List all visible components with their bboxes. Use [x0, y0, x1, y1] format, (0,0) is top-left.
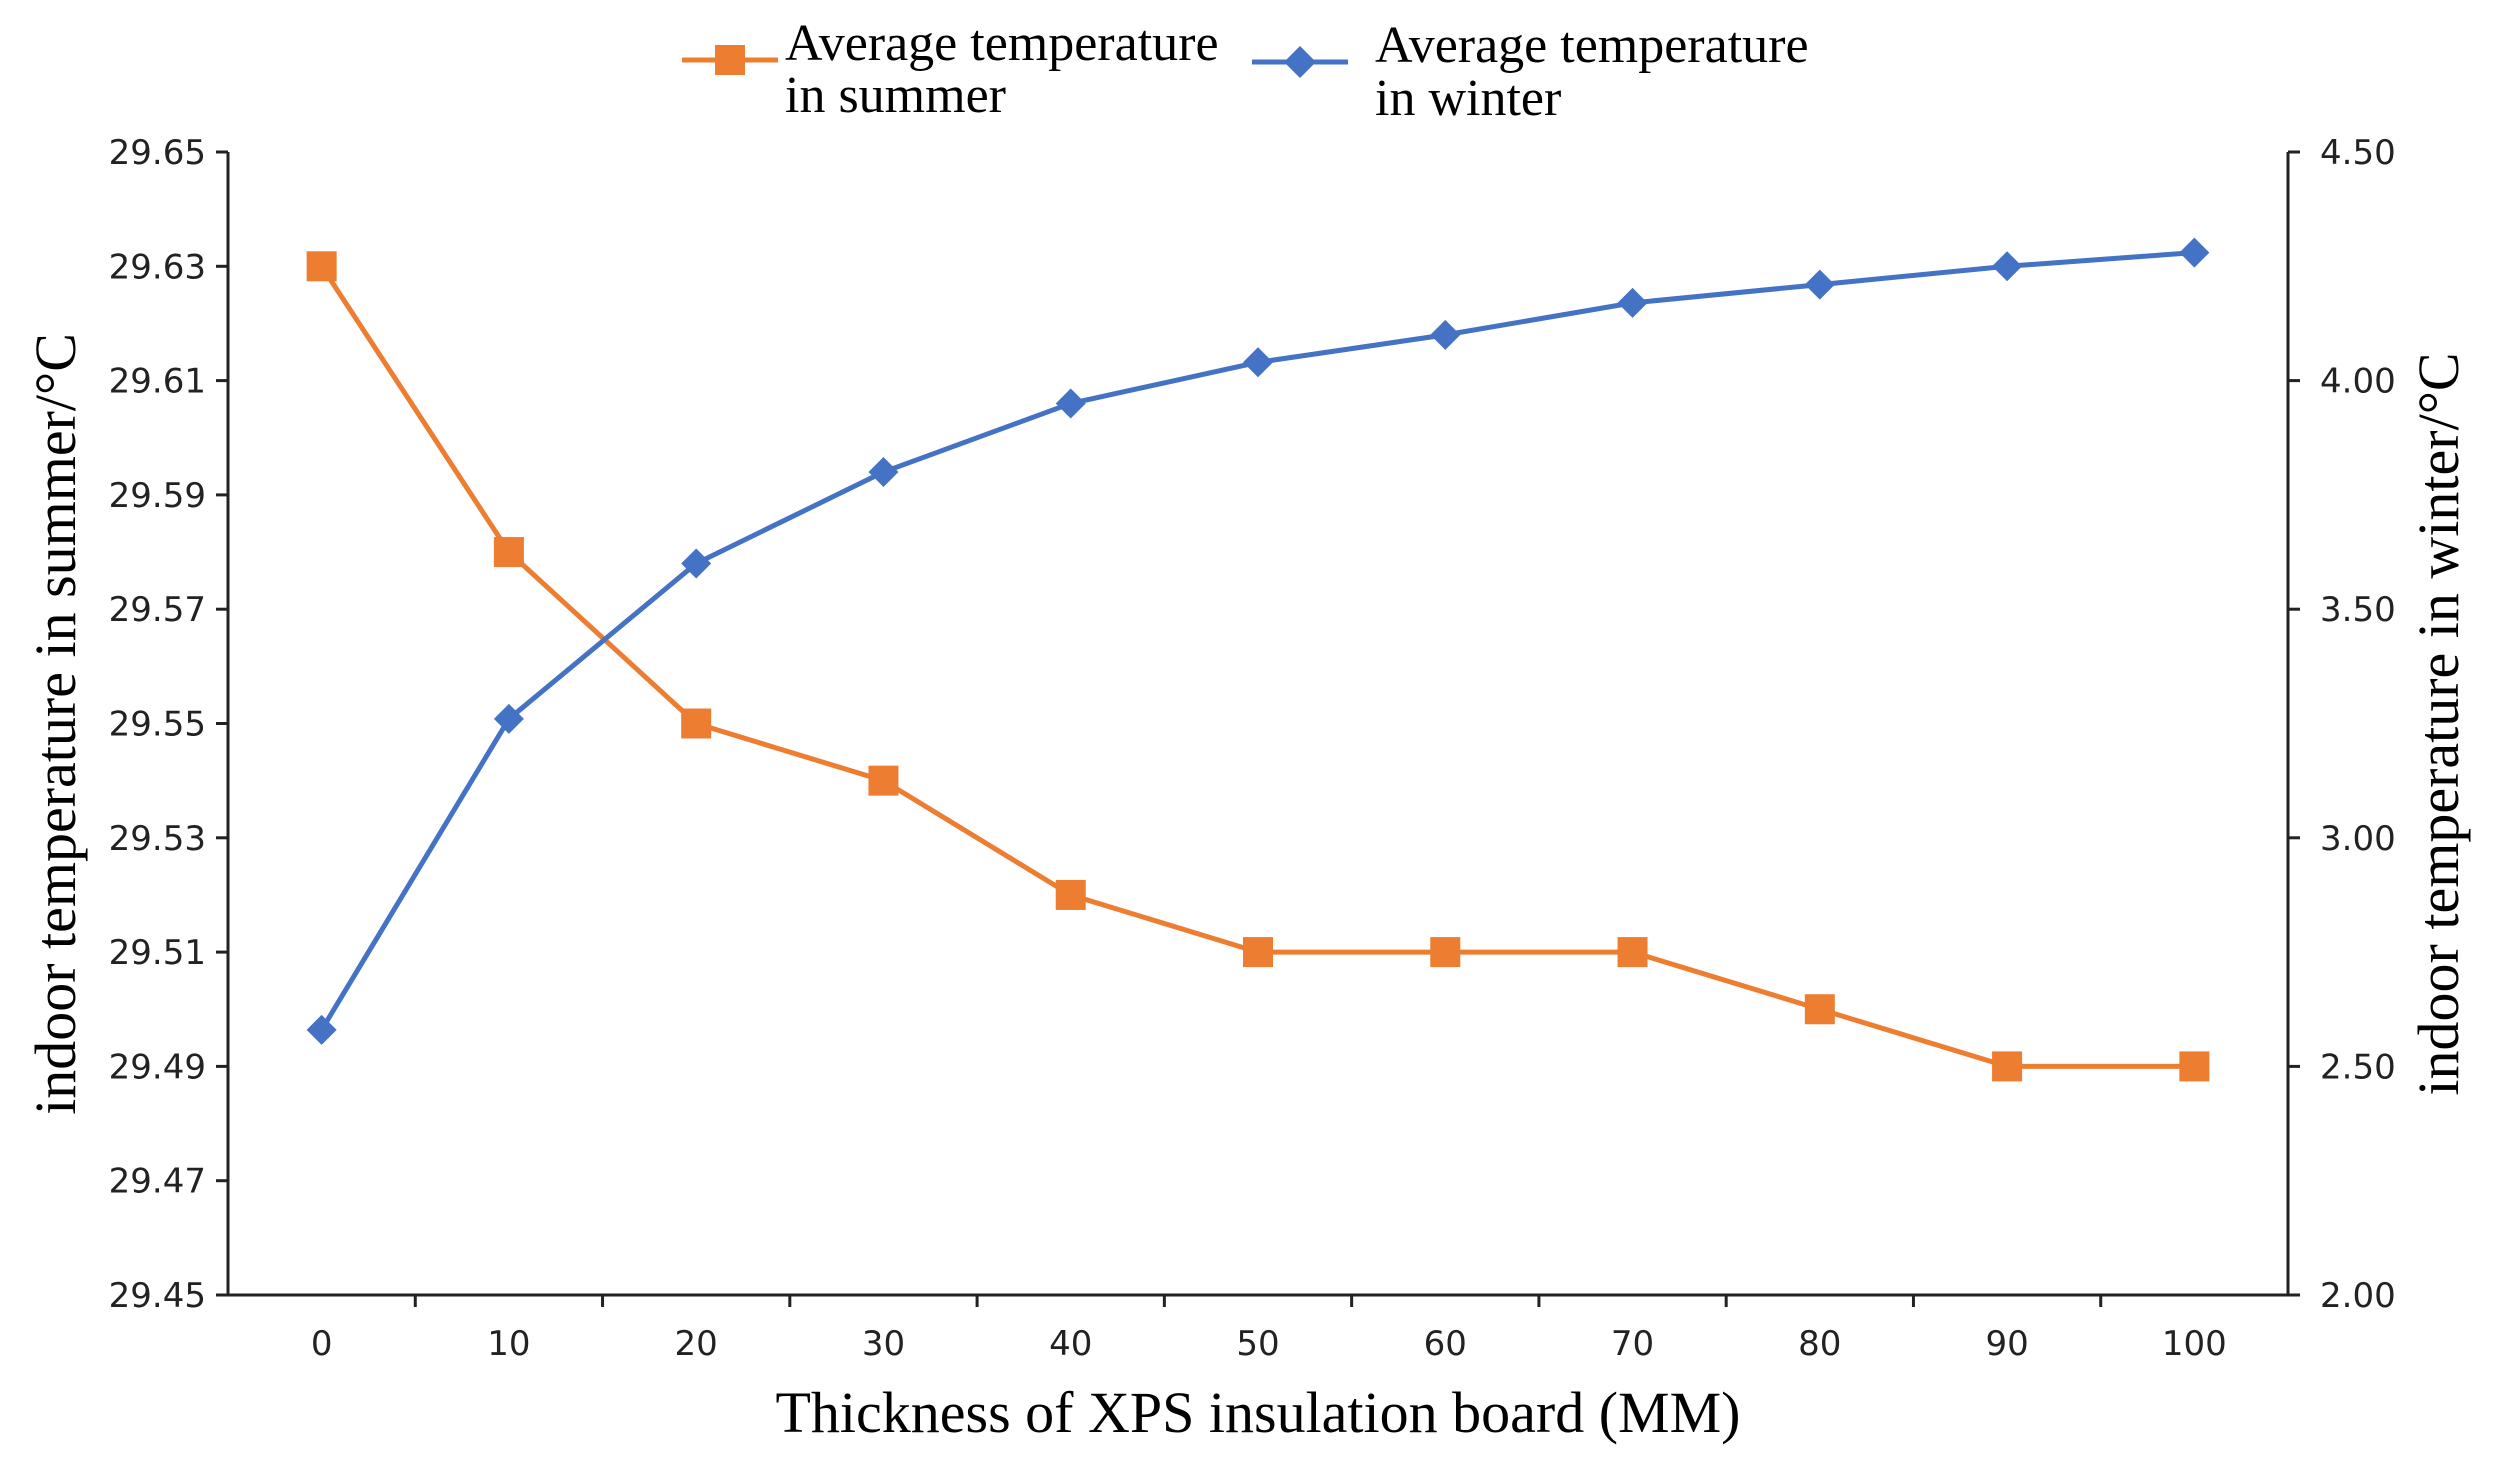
x-tick-label: 90 [1985, 1324, 2028, 1364]
data-point-summer [868, 765, 899, 796]
data-point-winter [868, 457, 899, 488]
left-axis-title: indoor temperature in summer/°C [23, 333, 88, 1115]
left-tick-label: 29.51 [109, 933, 206, 973]
legend-summer-label-line1: Average temperature [785, 15, 1219, 72]
right-axis-ticks: 2.00 2.50 3.00 3.50 4.00 4.50 [2288, 133, 2396, 1316]
left-tick-label: 29.57 [109, 590, 206, 630]
x-tick-label: 40 [1049, 1324, 1092, 1364]
x-axis-title: Thickness of XPS insulation board (MM) [776, 1380, 1741, 1445]
data-point-summer [1804, 994, 1835, 1025]
data-point-winter [1055, 388, 1086, 419]
x-tick-label: 20 [675, 1324, 718, 1364]
data-point-winter [2179, 237, 2210, 268]
left-tick-label: 29.63 [109, 247, 206, 287]
legend-winter-label-line2: in winter [1375, 70, 1561, 127]
data-point-summer [681, 708, 712, 739]
x-tick-label: 50 [1236, 1324, 1279, 1364]
right-tick-label: 3.00 [2320, 819, 2396, 859]
right-tick-label: 2.50 [2320, 1047, 2396, 1087]
legend-summer-marker [715, 45, 745, 75]
data-point-winter [493, 703, 524, 734]
data-point-summer [1617, 937, 1648, 968]
x-tick-label: 30 [862, 1324, 905, 1364]
left-tick-label: 29.47 [109, 1162, 206, 1202]
right-axis-title: indoor temperature in winter/°C [2406, 352, 2471, 1095]
left-tick-label: 29.59 [109, 476, 206, 516]
data-point-summer [1243, 937, 1273, 968]
data-point-summer [306, 251, 337, 282]
legend-item-summer: Average temperature in summer [682, 15, 1219, 124]
x-tick-label: 60 [1424, 1324, 1467, 1364]
right-tick-label: 4.50 [2320, 133, 2396, 173]
data-point-winter [1617, 287, 1648, 318]
left-tick-label: 29.53 [109, 819, 206, 859]
right-tick-label: 4.00 [2320, 362, 2396, 402]
right-tick-label: 3.50 [2320, 590, 2396, 630]
x-tick-label: 80 [1798, 1324, 1841, 1364]
left-tick-label: 29.45 [109, 1276, 206, 1316]
legend-item-winter: Average temperature in winter [1252, 17, 1809, 127]
x-tick-label: 10 [487, 1324, 530, 1364]
data-point-winter [306, 1014, 337, 1045]
left-tick-label: 29.49 [109, 1047, 206, 1087]
data-point-winter [681, 548, 712, 579]
right-tick-label: 2.00 [2320, 1276, 2396, 1316]
legend-summer-label-line2: in summer [785, 67, 1006, 124]
legend-winter-marker [1284, 46, 1316, 78]
data-point-summer [493, 537, 524, 568]
series-layer [306, 237, 2210, 1082]
data-point-summer [1992, 1051, 2023, 1082]
left-axis-ticks: 29.45 29.47 29.49 29.51 29.53 29.55 29.57 29.59… [109, 133, 228, 1316]
data-point-summer [1055, 879, 1086, 910]
left-tick-label: 29.65 [109, 133, 206, 173]
data-point-winter [1804, 269, 1835, 300]
left-tick-label: 29.61 [109, 362, 206, 402]
x-tick-label: 0 [311, 1324, 333, 1364]
data-point-summer [2179, 1051, 2210, 1082]
x-axis-ticks: 0 10 20 30 40 50 60 70 80 90 100 [311, 1295, 2227, 1364]
legend: Average temperature in summer Average te… [682, 15, 1809, 127]
plot-area [226, 152, 2290, 1297]
x-tick-label: 100 [2162, 1324, 2227, 1364]
left-tick-label: 29.55 [109, 705, 206, 745]
data-point-winter [1992, 251, 2023, 282]
data-point-winter [1243, 347, 1273, 378]
legend-winter-label-line1: Average temperature [1375, 17, 1809, 74]
x-tick-label: 70 [1611, 1324, 1654, 1364]
data-point-winter [1430, 319, 1461, 350]
data-point-summer [1430, 937, 1461, 968]
